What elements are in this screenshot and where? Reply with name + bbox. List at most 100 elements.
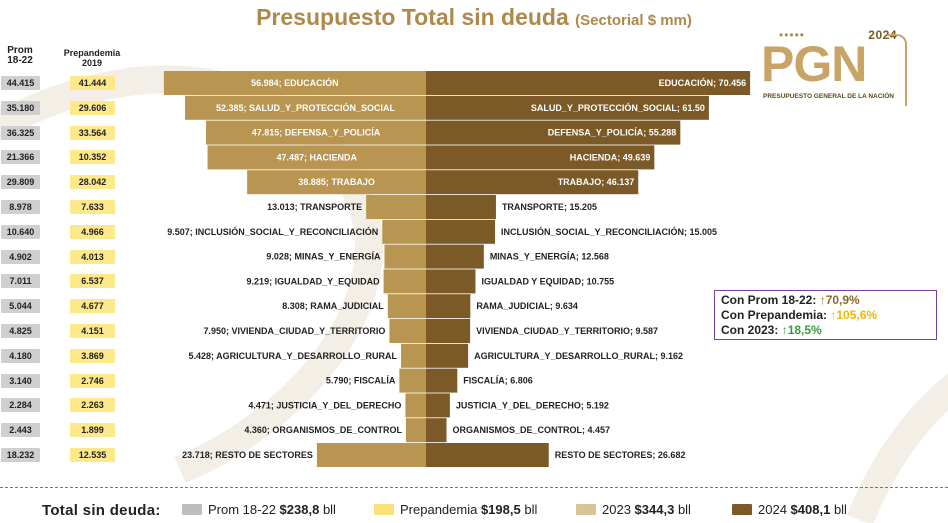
- logo-mark: PGN: [761, 36, 867, 92]
- data-label-2023: 8.308; RAMA_JUDICIAL: [282, 301, 384, 311]
- bar-2023: [405, 393, 426, 418]
- title-subtitle: (Sectorial $ mm): [575, 12, 692, 29]
- prepandemia-value-cell: 2.263: [70, 398, 115, 413]
- column-header-prom: Prom 18-22: [3, 46, 37, 66]
- footer-legend: Total sin deuda: Prom 18-22 $238,8 bll P…: [0, 496, 948, 523]
- data-label-2024: IGUALDAD Y EQUIDAD; 10.755: [481, 276, 614, 286]
- footer-divider: [0, 487, 948, 488]
- prepandemia-value-cell: 6.537: [70, 274, 115, 289]
- legend-item-2023: 2023 $344,3 bll: [576, 502, 691, 517]
- data-label-2024: INCLUSIÓN_SOCIAL_Y_RECONCILIACIÓN; 15.00…: [501, 226, 717, 237]
- prom-value-cell: 7.011: [1, 274, 40, 289]
- bar-2023: [389, 319, 426, 343]
- data-label-2024: JUSTICIA_Y_DEL_DERECHO; 5.192: [456, 400, 609, 410]
- bar-2024: [426, 120, 681, 145]
- data-label-2024: ORGANISMOS_DE_CONTROL; 4.457: [453, 425, 611, 435]
- bar-2023: [206, 120, 426, 145]
- bar-2024: [426, 244, 484, 269]
- prepandemia-value-cell: 33.564: [70, 125, 115, 140]
- total-label: Total sin deuda:: [42, 502, 161, 519]
- bar-2023: [247, 170, 426, 195]
- legend-unit: bll: [677, 502, 691, 517]
- bar-2023: [383, 269, 426, 294]
- bar-2024: [426, 269, 476, 294]
- data-label-2024: AGRICULTURA_Y_DESARROLLO_RURAL; 9.162: [474, 351, 683, 361]
- legend-unit: bll: [322, 502, 336, 517]
- data-label-2024: EDUCACIÓN; 70.456: [659, 77, 747, 88]
- growth-line-prom: Con Prom 18-22: ↑70,9%: [721, 293, 930, 308]
- legend-name: 2024: [758, 502, 787, 517]
- column-header-prep-text: Prepandemia 2019: [63, 48, 121, 68]
- prom-value-cell: 21.366: [1, 150, 40, 165]
- data-label-2023: 5.428; AGRICULTURA_Y_DESARROLLO_RURAL: [188, 351, 397, 361]
- prepandemia-value-cell: 1.899: [70, 423, 115, 438]
- legend-name: Prepandemia: [400, 502, 478, 517]
- data-label-2023: 52.385; SALUD_Y_PROTECCIÓN_SOCIAL: [216, 102, 396, 113]
- prom-value-cell: 10.640: [1, 224, 40, 239]
- prom-value-cell: 4.825: [1, 324, 40, 338]
- bar-2024: [426, 95, 709, 120]
- bar-2024: [426, 319, 471, 343]
- bar-2023: [316, 443, 426, 467]
- page-title: Presupuesto Total sin deuda (Sectorial $…: [0, 4, 948, 31]
- title-text: Presupuesto Total sin deuda: [256, 4, 569, 30]
- bar-2024: [426, 343, 469, 368]
- growth-label: Con 2023:: [721, 323, 779, 337]
- legend-name: 2023: [602, 502, 631, 517]
- data-label-2024: FISCALÍA; 6.806: [463, 376, 533, 386]
- logo-dots: •••••: [779, 28, 806, 42]
- logo-frame: [887, 34, 907, 106]
- data-label-2023: 7.950; VIVIENDA_CIUDAD_Y_TERRITORIO: [204, 326, 386, 336]
- prom-value-cell: 35.180: [1, 100, 40, 115]
- prepandemia-value-cell: 12.535: [70, 448, 115, 462]
- data-label-2023: 38.885; TRABAJO: [298, 177, 375, 187]
- prepandemia-value-cell: 41.444: [70, 76, 115, 90]
- data-label-2024: TRANSPORTE; 15.205: [502, 202, 597, 212]
- prepandemia-value-cell: 2.746: [70, 373, 115, 388]
- prom-value-cell: 36.325: [1, 125, 40, 140]
- bar-2024: [426, 145, 655, 170]
- growth-line-2023: Con 2023: ↑18,5%: [721, 323, 930, 338]
- data-label-2023: 23.718; RESTO DE SECTORES: [182, 450, 313, 460]
- legend-total: $408,1: [790, 502, 831, 517]
- pgn-logo: ••••• 2024 PGN PRESUPUESTO GENERAL DE LA…: [757, 28, 907, 110]
- data-label-2024: SALUD_Y_PROTECCIÓN_SOCIAL; 61.50: [531, 102, 705, 113]
- bar-2024: [426, 195, 496, 219]
- legend-swatch: [374, 504, 394, 515]
- legend-total: $238,8: [279, 502, 320, 517]
- prom-value-cell: 2.284: [1, 398, 40, 413]
- legend-item-2024: 2024 $408,1 bll: [732, 502, 847, 517]
- data-label-2023: 4.360; ORGANISMOS_DE_CONTROL: [244, 425, 402, 435]
- legend-item-prom: Prom 18-22 $238,8 bll: [182, 502, 336, 517]
- bar-2024: [426, 170, 639, 195]
- data-label-2023: 47.815; DEFENSA_Y_POLICÍA: [252, 128, 381, 138]
- legend-total: $344,3: [634, 502, 675, 517]
- bar-2023: [185, 95, 426, 120]
- data-label-2024: TRABAJO; 46.137: [558, 177, 635, 187]
- bar-2024: [426, 219, 496, 244]
- prepandemia-value-cell: 7.633: [70, 200, 115, 214]
- prom-value-cell: 4.180: [1, 348, 40, 363]
- prom-value-cell: 2.443: [1, 423, 40, 438]
- prom-value-cell: 8.978: [1, 200, 40, 214]
- prepandemia-value-cell: 4.677: [70, 299, 115, 314]
- bar-2024: [426, 418, 447, 443]
- prepandemia-value-cell: 28.042: [70, 175, 115, 190]
- growth-value: ↑105,6%: [830, 308, 878, 322]
- growth-value: ↑18,5%: [781, 323, 822, 337]
- data-label-2023: 9.028; MINAS_Y_ENERGÍA: [266, 252, 381, 262]
- data-label-2024: VIVIENDA_CIUDAD_Y_TERRITORIO; 9.587: [476, 326, 658, 336]
- growth-summary-box: Con Prom 18-22: ↑70,9% Con Prepandemia: …: [714, 290, 937, 340]
- data-label-2023: 47.487; HACIENDA: [277, 152, 358, 162]
- prom-value-cell: 29.809: [1, 175, 40, 190]
- legend-swatch: [182, 504, 202, 515]
- prom-value-cell: 4.902: [1, 249, 40, 264]
- bar-2023: [382, 219, 426, 244]
- prepandemia-value-cell: 10.352: [70, 150, 115, 165]
- bar-2023: [387, 294, 426, 319]
- prepandemia-value-cell: 4.966: [70, 224, 115, 239]
- legend-name: Prom 18-22: [208, 502, 276, 517]
- bar-2023: [384, 244, 426, 269]
- data-label-2024: RAMA_JUDICIAL; 9.634: [476, 301, 578, 311]
- legend-item-prepandemia: Prepandemia $198,5 bll: [374, 502, 537, 517]
